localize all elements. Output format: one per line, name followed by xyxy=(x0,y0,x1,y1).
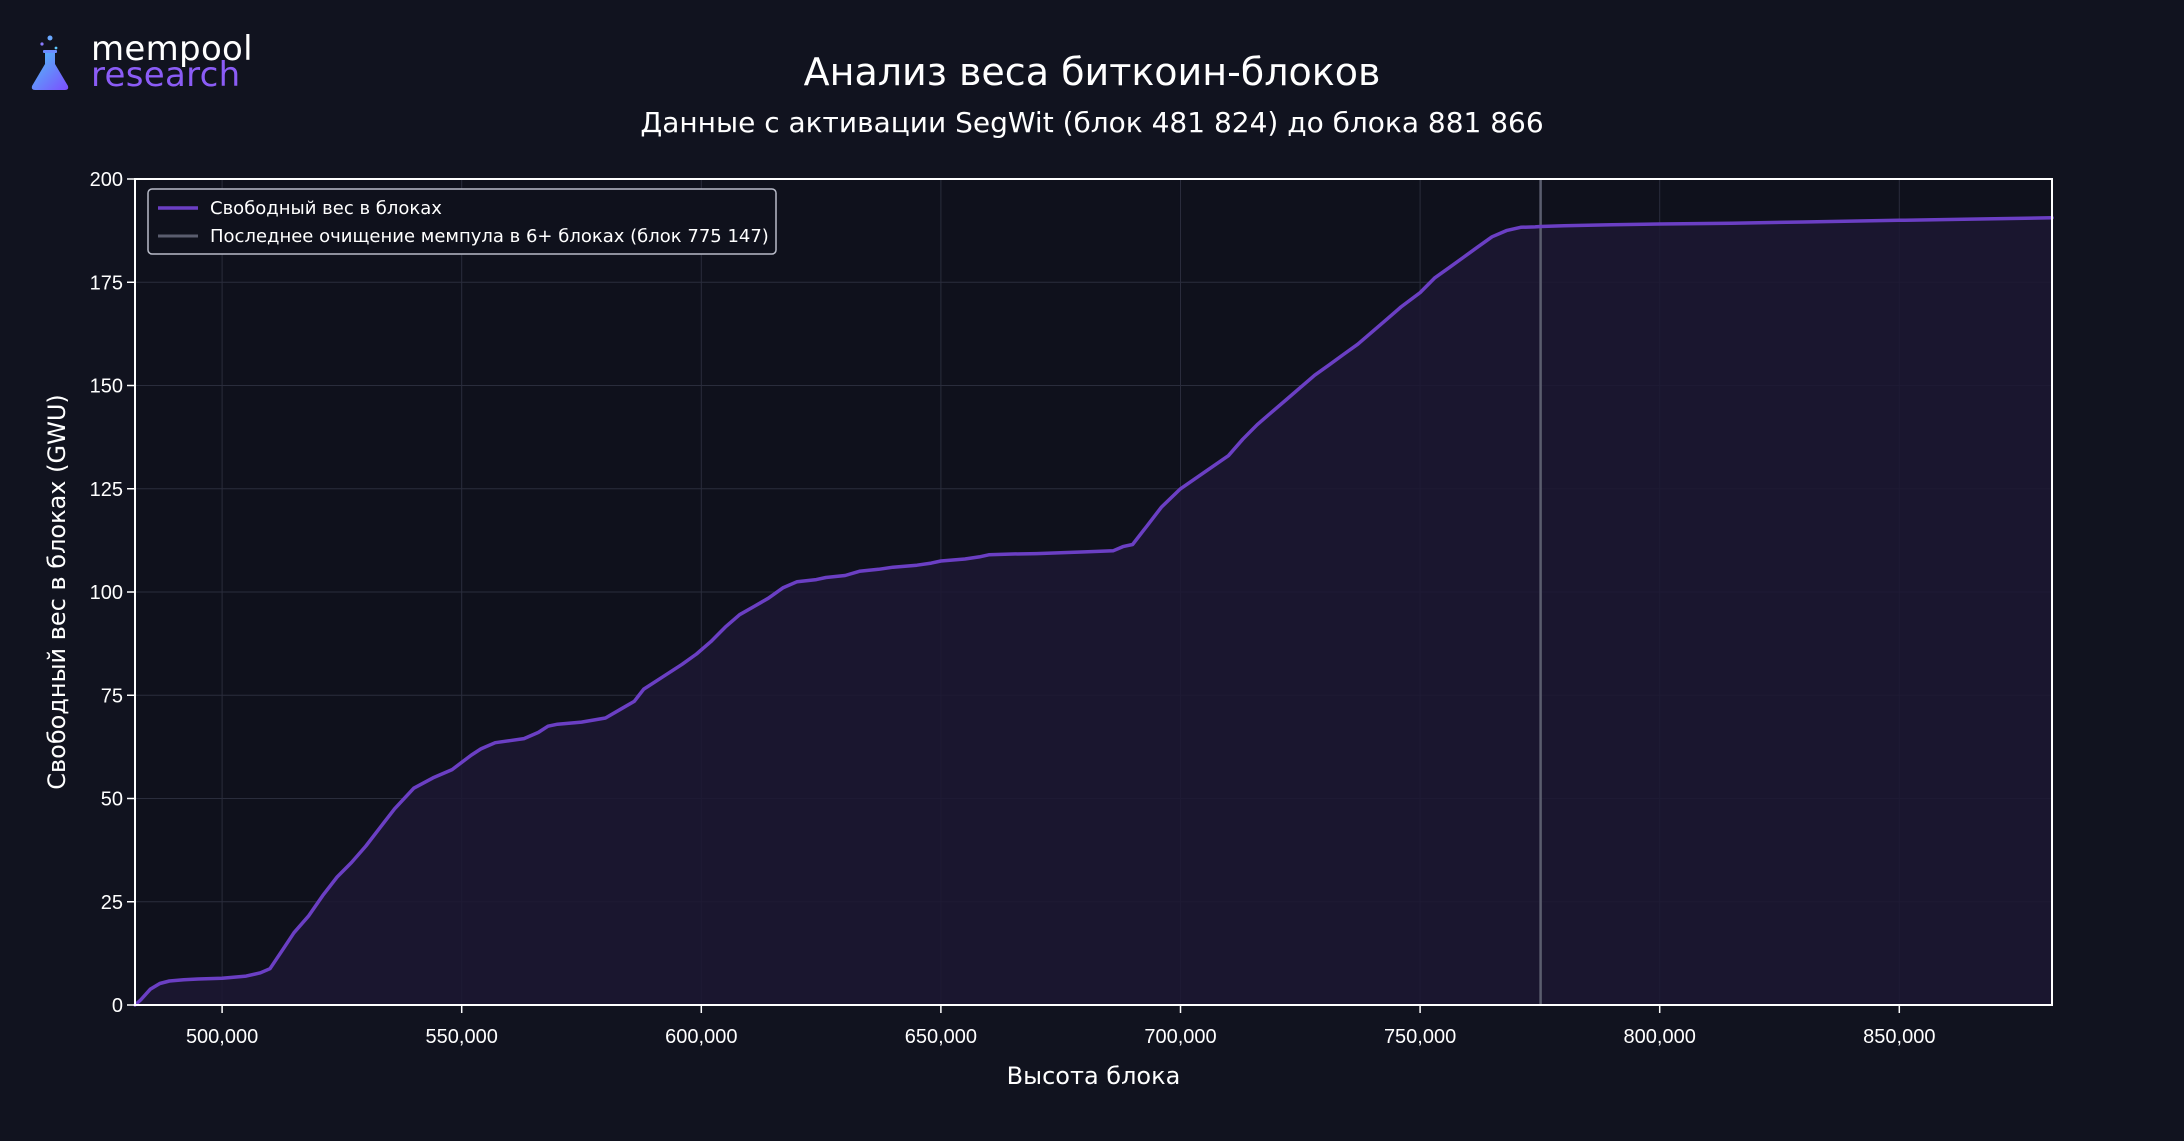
y-tick-label: 125 xyxy=(90,479,123,501)
chart-title: Анализ веса биткоин-блоков xyxy=(803,50,1381,94)
y-tick-label: 75 xyxy=(101,685,123,707)
legend-box xyxy=(147,188,777,255)
x-tick-label: 550,000 xyxy=(426,1026,498,1048)
logo-text-research: research xyxy=(91,55,241,95)
y-tick-label: 25 xyxy=(101,892,123,914)
logo-text-mempool: mempool xyxy=(91,29,253,69)
legend-label-vline: Последнее очищение мемпула в 6+ блоках (… xyxy=(210,226,769,247)
y-tick-label: 0 xyxy=(112,995,123,1017)
flask-icon xyxy=(31,35,69,90)
legend-label-series: Свободный вес в блоках xyxy=(210,198,442,219)
x-tick-label: 650,000 xyxy=(905,1026,977,1048)
chart-subtitle: Данные с активации SegWit (блок 481 824)… xyxy=(640,106,1544,139)
y-tick-label: 200 xyxy=(90,169,123,191)
series-area-fill xyxy=(135,217,2052,1006)
x-axis-label: Высота блока xyxy=(1007,1062,1181,1090)
y-tick-label: 50 xyxy=(101,789,123,811)
series-line xyxy=(133,216,2054,1007)
x-tick-label: 800,000 xyxy=(1624,1026,1696,1048)
x-tick-label: 700,000 xyxy=(1144,1026,1216,1048)
x-tick-label: 500,000 xyxy=(186,1026,258,1048)
y-tick-label: 100 xyxy=(90,582,123,604)
x-tick-label: 850,000 xyxy=(1863,1026,1935,1048)
y-tick-label: 150 xyxy=(90,376,123,398)
y-axis-label: Свободный вес в блоках (GWU) xyxy=(43,394,71,790)
x-tick-label: 750,000 xyxy=(1384,1026,1456,1048)
x-tick-label: 600,000 xyxy=(665,1026,737,1048)
y-tick-label: 175 xyxy=(90,272,123,294)
mempool-research-logo: mempool research xyxy=(28,32,268,102)
